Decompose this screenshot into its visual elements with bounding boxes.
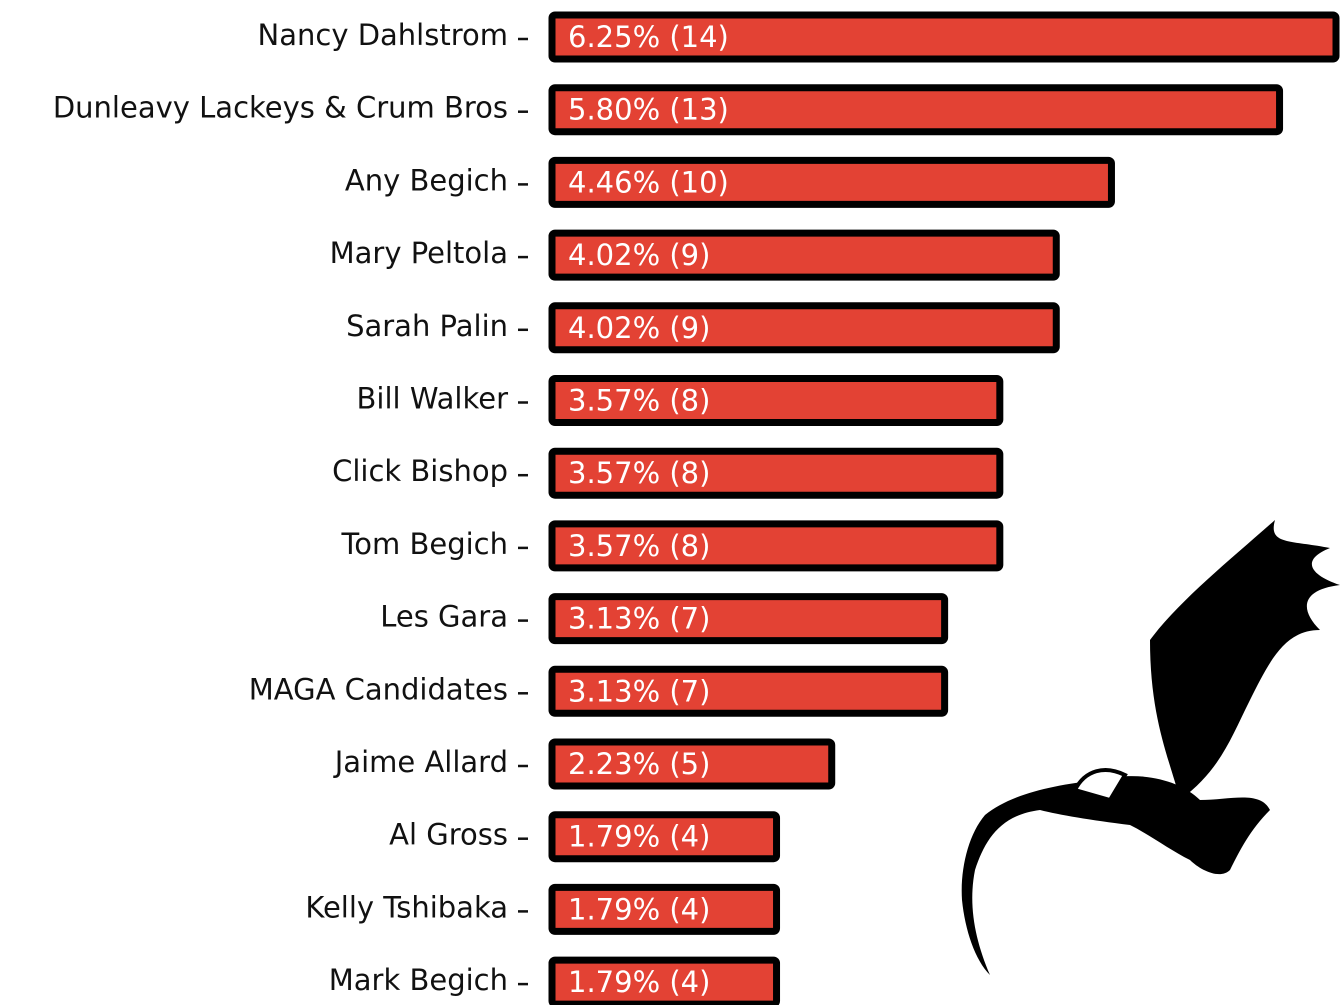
y-tick-label: Bill Walker xyxy=(357,382,509,416)
value-label: 3.57% (8) xyxy=(568,529,710,563)
bar xyxy=(548,593,949,645)
value-label: 3.57% (8) xyxy=(568,456,710,490)
bar xyxy=(548,738,836,790)
y-tick-label: Mary Peltola xyxy=(330,236,508,270)
y-tick-label: Al Gross xyxy=(389,818,508,852)
value-label: 4.02% (9) xyxy=(568,311,710,345)
y-tick-label: Click Bishop xyxy=(332,454,508,488)
y-tick-label: Nancy Dahlstrom xyxy=(258,18,508,52)
y-tick-label: Kelly Tshibaka xyxy=(305,890,508,924)
value-label: 4.46% (10) xyxy=(568,165,729,199)
bar xyxy=(548,375,1004,426)
bar xyxy=(548,229,1060,281)
y-tick-label: Any Begich xyxy=(345,163,508,197)
value-label: 3.13% (7) xyxy=(568,602,710,636)
value-label: 2.23% (5) xyxy=(568,747,710,781)
y-tick-label: Dunleavy Lackeys & Crum Bros xyxy=(53,91,508,125)
bar xyxy=(548,811,781,863)
value-label: 3.57% (8) xyxy=(568,384,710,418)
y-tick-label: Les Gara xyxy=(380,600,508,634)
eagle-illustration xyxy=(961,520,1340,975)
bar xyxy=(548,84,1284,136)
y-tick-label: Tom Begich xyxy=(340,527,508,561)
value-label: 6.25% (14) xyxy=(568,20,729,54)
value-label: 5.80% (13) xyxy=(568,93,729,127)
bar xyxy=(548,447,1004,499)
bar xyxy=(548,520,1004,572)
value-label: 1.79% (4) xyxy=(568,892,710,926)
bar xyxy=(548,883,781,935)
bar xyxy=(548,665,949,717)
value-label: 1.79% (4) xyxy=(568,965,710,999)
bar xyxy=(548,156,1115,208)
bar xyxy=(548,11,1340,63)
bar xyxy=(548,956,781,1005)
y-tick-label: Mark Begich xyxy=(329,963,508,997)
y-tick-label: MAGA Candidates xyxy=(249,672,508,706)
value-label: 4.02% (9) xyxy=(568,238,710,272)
y-tick-label: Sarah Palin xyxy=(346,309,508,343)
y-tick-label: Jaime Allard xyxy=(333,745,508,779)
value-label: 3.13% (7) xyxy=(568,674,710,708)
bar xyxy=(548,302,1060,354)
value-label: 1.79% (4) xyxy=(568,820,710,854)
